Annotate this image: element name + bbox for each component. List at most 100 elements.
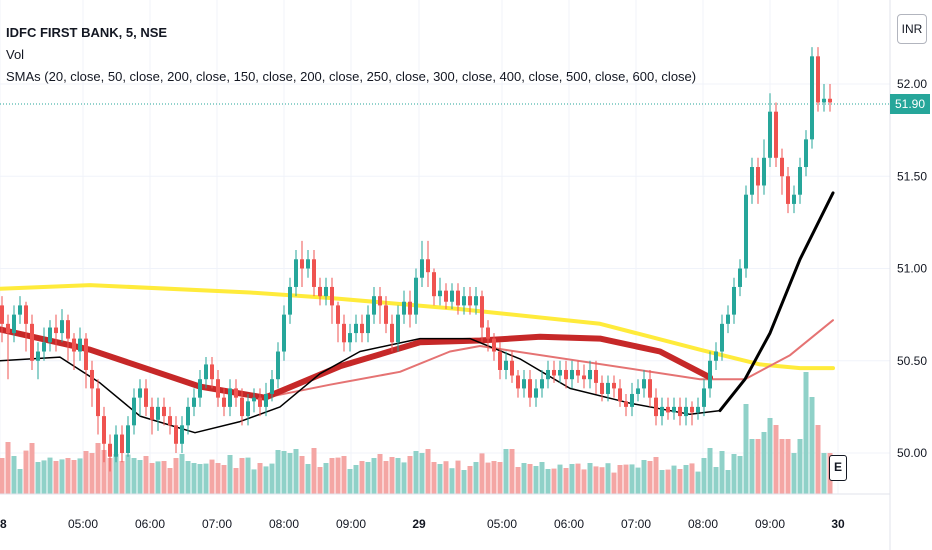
candle[interactable]	[666, 397, 670, 420]
candle[interactable]	[84, 333, 88, 389]
candle[interactable]	[126, 416, 130, 457]
candle[interactable]	[72, 333, 76, 370]
candle[interactable]	[606, 375, 610, 402]
candle[interactable]	[474, 286, 478, 315]
candle[interactable]	[642, 369, 646, 398]
candle[interactable]	[504, 351, 508, 380]
candle[interactable]	[480, 290, 484, 343]
candle[interactable]	[438, 277, 442, 306]
candle[interactable]	[450, 283, 454, 310]
symbol-title[interactable]: IDFC FIRST BANK, 5, NSE	[6, 25, 168, 40]
candle[interactable]	[768, 93, 772, 168]
candle[interactable]	[510, 351, 514, 383]
candle[interactable]	[216, 369, 220, 407]
candle[interactable]	[54, 314, 58, 352]
candle[interactable]	[732, 277, 736, 324]
candle[interactable]	[618, 379, 622, 407]
candle[interactable]	[702, 379, 706, 417]
candle[interactable]	[804, 130, 808, 177]
candle[interactable]	[66, 314, 70, 361]
candle[interactable]	[264, 382, 268, 417]
candle[interactable]	[408, 290, 412, 328]
candle[interactable]	[810, 47, 814, 149]
candle[interactable]	[372, 286, 376, 324]
candle[interactable]	[210, 357, 214, 389]
candle[interactable]	[36, 342, 40, 380]
candle[interactable]	[786, 167, 790, 214]
candle[interactable]	[186, 397, 190, 435]
candle[interactable]	[156, 397, 160, 431]
candle[interactable]	[654, 388, 658, 426]
candle[interactable]	[354, 314, 358, 343]
candle[interactable]	[96, 379, 100, 435]
candle[interactable]	[222, 388, 226, 417]
candle[interactable]	[42, 327, 46, 361]
candle[interactable]	[636, 379, 640, 402]
candle[interactable]	[648, 369, 652, 407]
candle[interactable]	[306, 250, 310, 278]
candle[interactable]	[576, 360, 580, 383]
candle[interactable]	[60, 309, 64, 343]
candle[interactable]	[132, 388, 136, 435]
candle[interactable]	[540, 369, 544, 398]
candle[interactable]	[564, 360, 568, 389]
volume-legend[interactable]: Vol	[6, 47, 25, 62]
candle[interactable]	[486, 320, 490, 352]
candle[interactable]	[234, 379, 238, 407]
candle[interactable]	[816, 47, 820, 112]
candle[interactable]	[714, 342, 718, 370]
candle[interactable]	[738, 259, 742, 297]
candle[interactable]	[792, 185, 796, 214]
candle[interactable]	[12, 305, 16, 343]
candle[interactable]	[276, 342, 280, 389]
candle[interactable]	[546, 360, 550, 389]
candle[interactable]	[360, 314, 364, 343]
candle[interactable]	[444, 283, 448, 310]
candle[interactable]	[24, 301, 28, 352]
candle[interactable]	[726, 305, 730, 334]
candle[interactable]	[162, 397, 166, 426]
candle[interactable]	[624, 393, 628, 417]
candle[interactable]	[762, 139, 766, 195]
candle[interactable]	[780, 148, 784, 195]
candle[interactable]	[420, 240, 424, 287]
candle[interactable]	[528, 369, 532, 407]
candle[interactable]	[366, 305, 370, 343]
candle[interactable]	[120, 425, 124, 463]
candle[interactable]	[282, 305, 286, 361]
candle[interactable]	[516, 369, 520, 398]
candle[interactable]	[294, 250, 298, 297]
earnings-badge[interactable]: E	[829, 455, 847, 481]
candle[interactable]	[150, 397, 154, 435]
candle[interactable]	[498, 342, 502, 380]
candle[interactable]	[180, 416, 184, 453]
candle[interactable]	[570, 360, 574, 389]
candle[interactable]	[432, 268, 436, 306]
candle[interactable]	[678, 397, 682, 426]
candle[interactable]	[588, 360, 592, 389]
candle[interactable]	[138, 379, 142, 417]
candle[interactable]	[330, 277, 334, 324]
candle[interactable]	[456, 283, 460, 315]
candle[interactable]	[750, 157, 754, 204]
candle[interactable]	[270, 369, 274, 402]
candle[interactable]	[594, 360, 598, 394]
candle[interactable]	[720, 314, 724, 361]
candle[interactable]	[384, 296, 388, 334]
currency-button[interactable]: INR	[897, 14, 927, 44]
candle[interactable]	[174, 416, 178, 453]
candle[interactable]	[90, 360, 94, 407]
candle[interactable]	[78, 327, 82, 361]
candle[interactable]	[258, 388, 262, 417]
candle[interactable]	[396, 305, 400, 352]
candle[interactable]	[402, 290, 406, 324]
candle[interactable]	[552, 360, 556, 383]
candle[interactable]	[708, 351, 712, 398]
candle[interactable]	[582, 364, 586, 389]
candle[interactable]	[198, 369, 202, 407]
candle[interactable]	[108, 434, 112, 472]
candle[interactable]	[462, 286, 466, 315]
candle[interactable]	[348, 323, 352, 352]
candle[interactable]	[558, 360, 562, 383]
